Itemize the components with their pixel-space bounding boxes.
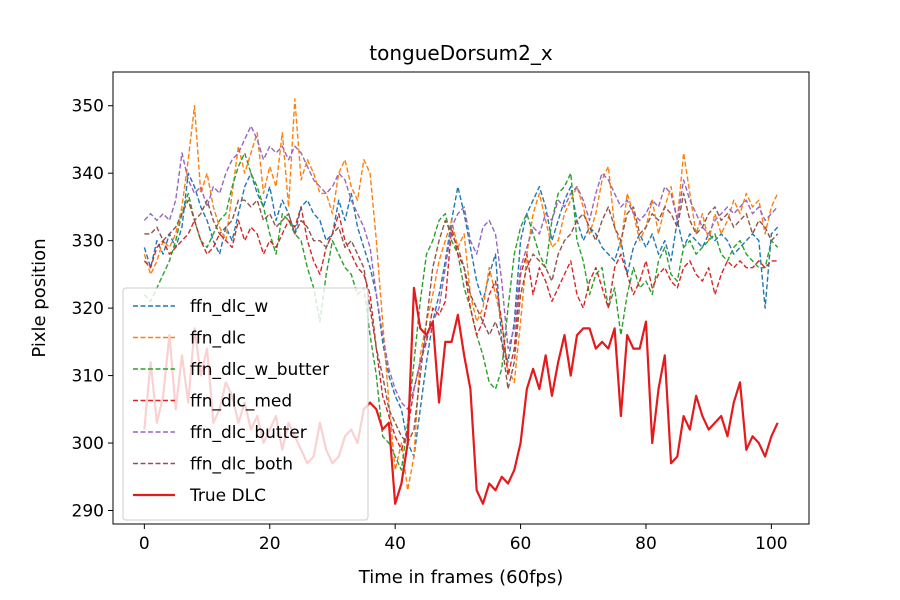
series-line-ffn-dlc-w [143, 172, 779, 458]
y-axis: 290 300 310 320 330 340 350 [72, 97, 113, 522]
x-tick-label: 60 [510, 534, 532, 554]
x-tick-label: 0 [139, 534, 150, 554]
series-line-ffn-dlc-w-butter [143, 152, 779, 471]
y-tick-label: 310 [72, 367, 104, 387]
x-axis: 0 20 40 60 80 100 [139, 524, 788, 554]
series-line-ffn-dlc-med [143, 206, 778, 451]
legend-label: ffn_dlc_butter [190, 423, 307, 443]
x-tick-label: 40 [384, 534, 406, 554]
legend-label: True DLC [189, 486, 266, 506]
legend-label: ffn_dlc_med [190, 392, 292, 412]
y-tick-label: 320 [72, 299, 104, 319]
y-axis-label: Pixle position [29, 238, 50, 357]
x-tick-label: 100 [755, 534, 787, 554]
legend-label: ffn_dlc [190, 329, 246, 349]
y-tick-label: 290 [72, 502, 104, 522]
y-tick-label: 330 [72, 232, 104, 252]
series-line-ffn-dlc [143, 98, 779, 491]
legend-label: ffn_dlc_w_butter [190, 360, 329, 380]
plot-frame [112, 71, 810, 525]
series-layer [143, 98, 779, 505]
legend-box [122, 287, 369, 521]
series-line-ffn-dlc-butter [143, 125, 779, 411]
legend-label: ffn_dlc_both [190, 455, 293, 475]
x-axis-label: Time in frames (60fps) [358, 567, 563, 588]
y-tick-label: 340 [72, 164, 104, 184]
series-line-ffn-dlc-both [144, 192, 779, 444]
chart-title: tongueDorsum2_x [369, 41, 553, 65]
y-tick-label: 300 [72, 434, 104, 454]
x-tick-label: 20 [259, 534, 281, 554]
legend-label: ffn_dlc_w [190, 297, 268, 317]
legend: ffn_dlc_w ffn_dlc ffn_dlc_w_butter ffn_dlc_… [122, 287, 369, 521]
x-tick-label: 80 [635, 534, 657, 554]
y-tick-label: 350 [72, 97, 104, 117]
